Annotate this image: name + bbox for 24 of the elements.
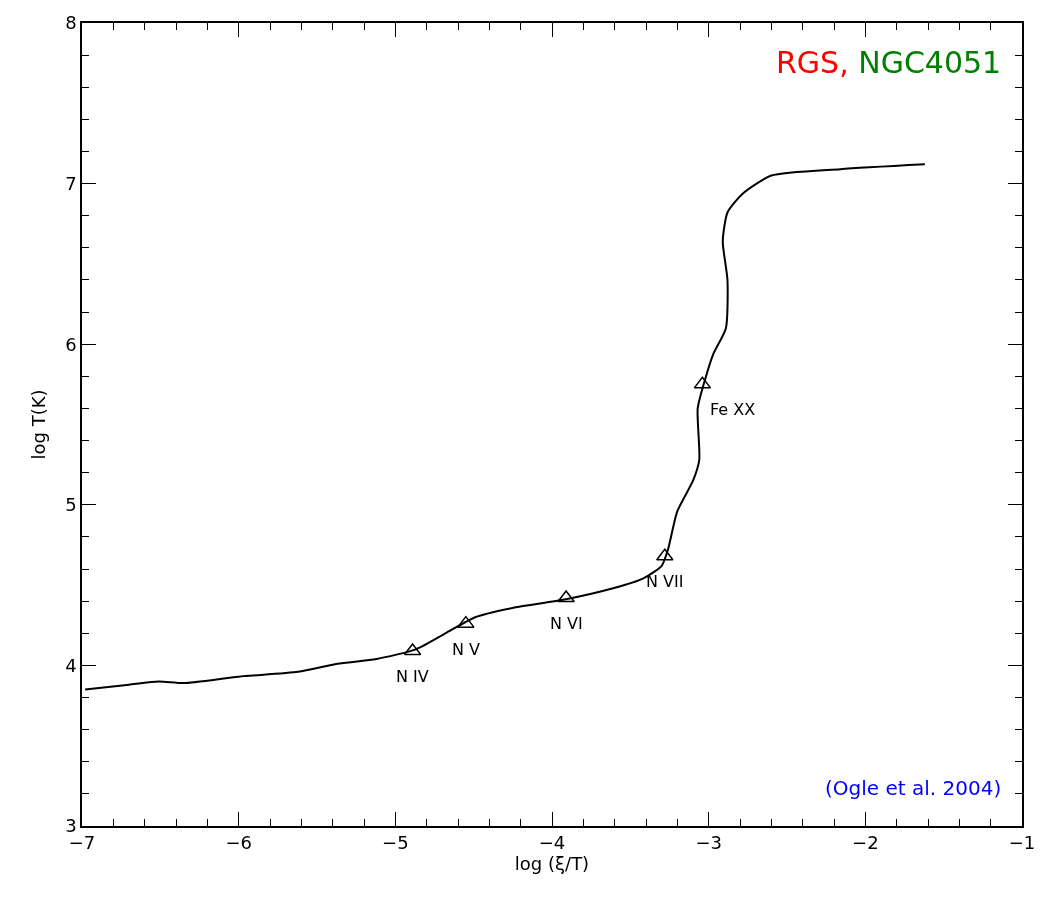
x-tick-label: −5 xyxy=(382,832,409,854)
point xyxy=(557,590,575,603)
x-tick-label: −4 xyxy=(538,832,566,854)
line-series xyxy=(84,163,926,691)
y-tick-label: 8 xyxy=(65,12,77,34)
point xyxy=(457,615,475,628)
annotation: (Ogle et al. 2004) xyxy=(825,776,1002,800)
y-axis-title: log T(K) xyxy=(27,389,49,460)
x-tick-label: −6 xyxy=(225,832,252,854)
x-tick-label: −3 xyxy=(695,832,722,854)
annotation: RGS, xyxy=(776,45,849,80)
x-axis-title: log (ξ/T) xyxy=(514,853,590,875)
annotation: Fe XX xyxy=(710,400,756,419)
annotation: N VII xyxy=(646,572,684,591)
x-tick-label: −2 xyxy=(852,832,879,854)
x-tick-label: −1 xyxy=(1008,832,1036,854)
y-tick-label: 7 xyxy=(65,172,77,194)
annotation: N IV xyxy=(396,667,429,686)
annotation: NGC4051 xyxy=(858,45,1002,80)
annotation: N V xyxy=(452,640,481,659)
annotation: N VI xyxy=(550,614,583,633)
y-tick-label: 5 xyxy=(65,494,77,516)
y-tick-label: 4 xyxy=(65,654,77,676)
y-tick-label: 6 xyxy=(65,333,77,355)
